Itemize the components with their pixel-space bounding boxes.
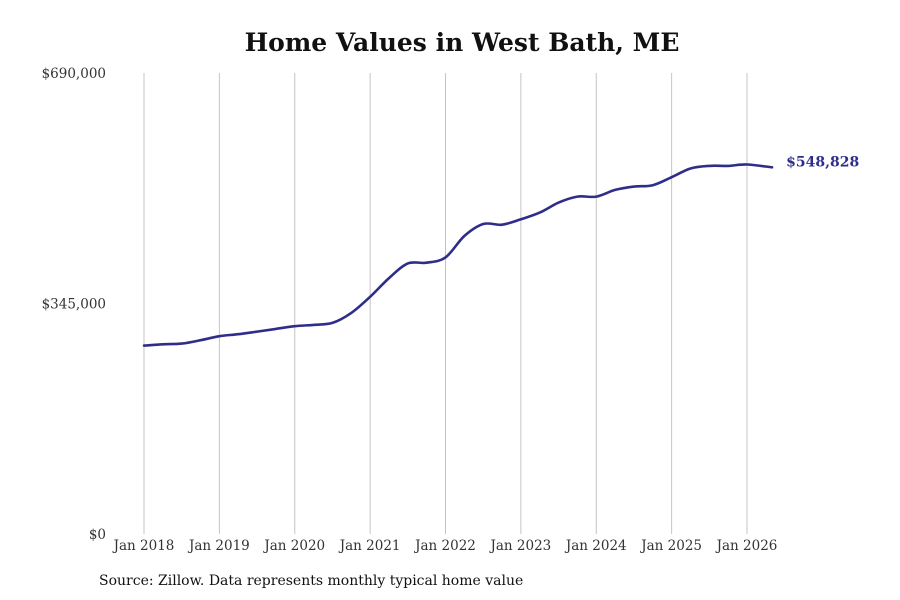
chart-title: Home Values in West Bath, ME xyxy=(244,28,680,57)
last-value-label: $548,828 xyxy=(786,154,859,170)
y-tick-label: $345,000 xyxy=(42,297,106,313)
y-tick-label: $690,000 xyxy=(42,66,106,82)
x-tick-label: Jan 2025 xyxy=(639,538,702,554)
y-tick-label: $0 xyxy=(89,527,106,543)
x-tick-label: Jan 2022 xyxy=(413,538,476,554)
x-tick-label: Jan 2018 xyxy=(112,538,175,554)
vertical-grid xyxy=(143,73,748,534)
x-tick-label: Jan 2021 xyxy=(338,538,401,554)
x-tick-label: Jan 2020 xyxy=(262,538,325,554)
x-tick-label: Jan 2019 xyxy=(187,538,250,554)
x-tick-label: Jan 2024 xyxy=(564,538,627,554)
source-note: Source: Zillow. Data represents monthly … xyxy=(99,573,524,589)
x-tick-label: Jan 2026 xyxy=(715,538,778,554)
x-axis-ticks: Jan 2018 Jan 2019 Jan 2020 Jan 2021 Jan 2022… xyxy=(112,538,778,554)
home-value-line xyxy=(142,163,774,347)
y-axis-ticks: $0 $345,000 $690,000 xyxy=(42,66,106,543)
x-tick-label: Jan 2023 xyxy=(488,538,551,554)
